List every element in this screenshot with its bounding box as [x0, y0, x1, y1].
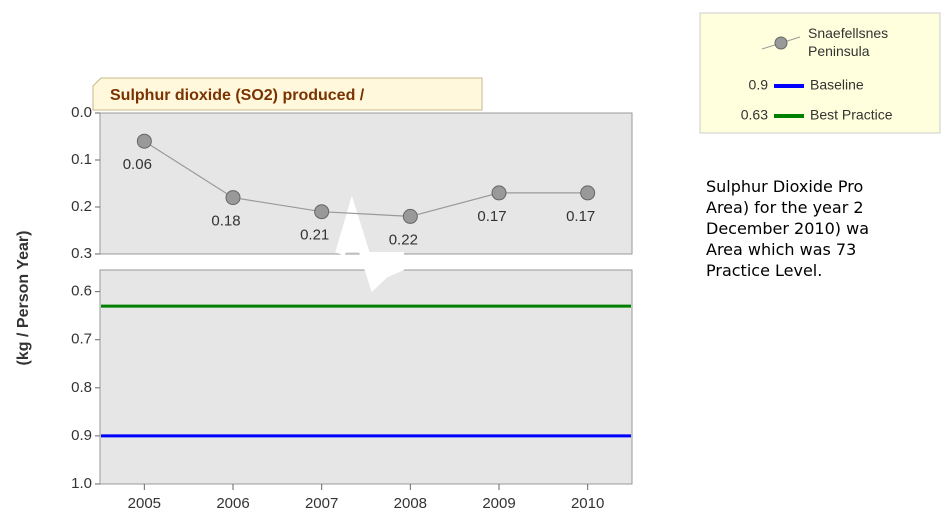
data-label: 0.21 — [300, 227, 329, 244]
panel — [99, 112, 633, 255]
data-point — [402, 208, 418, 224]
legend-label: Best Practice — [810, 107, 893, 123]
chart-title: Sulphur dioxide (SO2) produced / — [110, 87, 365, 104]
y-tick-label: 0.1 — [71, 151, 92, 168]
description-line: Area which was 73 — [706, 240, 857, 259]
panel — [99, 269, 633, 485]
data-label: 0.18 — [211, 213, 240, 230]
legend-box — [699, 12, 941, 134]
x-tick-label: 2009 — [482, 495, 515, 512]
data-point — [225, 190, 241, 206]
data-point — [491, 185, 507, 201]
description-line: Area) for the year 2 — [706, 198, 864, 217]
x-tick-label: 2006 — [216, 495, 249, 512]
legend-marker — [774, 36, 788, 50]
description-line: December 2010) wa — [706, 219, 869, 238]
description-line: Practice Level. — [706, 261, 823, 280]
y-tick-label: 0.6 — [71, 283, 92, 300]
title-tab — [92, 77, 483, 111]
x-tick-label: 2010 — [571, 495, 604, 512]
y-tick-label: 0.3 — [71, 245, 92, 262]
data-label: 0.17 — [566, 208, 595, 225]
axis-break-outline — [339, 215, 403, 285]
series-line — [144, 140, 588, 218]
data-point — [136, 133, 152, 149]
y-tick-label: 0.8 — [71, 379, 92, 396]
x-tick-label: 2007 — [305, 495, 338, 512]
description-line: Sulphur Dioxide Pro — [706, 177, 864, 196]
y-tick-label: 0.2 — [71, 198, 92, 215]
legend-value: 0.63 — [741, 107, 768, 123]
data-point — [580, 185, 596, 201]
legend-value: 0.9 — [749, 77, 769, 93]
data-label: 0.17 — [477, 208, 506, 225]
description: Sulphur Dioxide Pro Area) for the year 2 D… — [706, 176, 946, 296]
legend-label: Snaefellsnes Peninsula — [808, 25, 888, 59]
y-tick-label: 0.9 — [71, 427, 92, 444]
y-tick-label: 0.0 — [71, 104, 92, 121]
legend-label: Baseline — [810, 77, 864, 93]
y-tick-label: 0.7 — [71, 331, 92, 348]
x-tick-label: 2008 — [394, 495, 427, 512]
x-tick-label: 2005 — [128, 495, 161, 512]
y-tick-label: 1.0 — [71, 475, 92, 492]
data-point — [314, 204, 330, 220]
data-label: 0.22 — [389, 231, 418, 248]
data-label: 0.06 — [123, 156, 152, 173]
y-axis-label: (kg / Person Year) — [15, 231, 32, 366]
